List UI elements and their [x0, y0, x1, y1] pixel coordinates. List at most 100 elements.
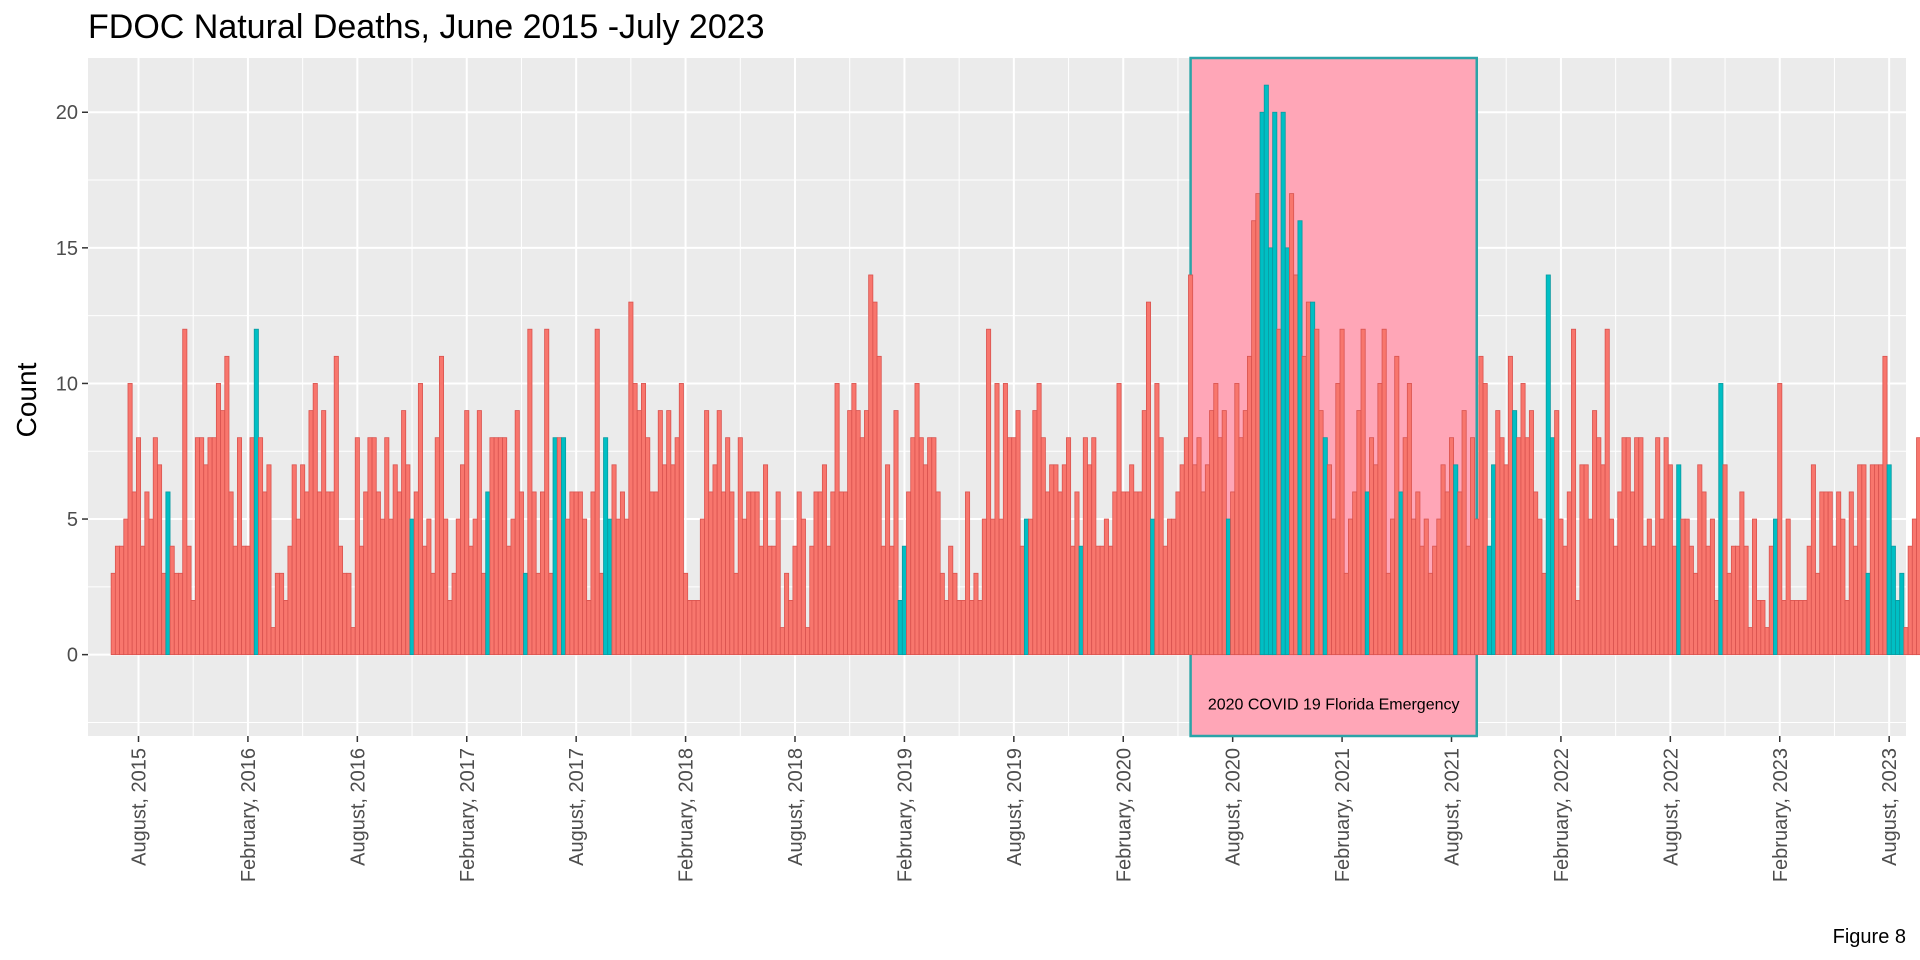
bar: [990, 518, 996, 656]
bar: [1331, 518, 1337, 656]
bar: [893, 410, 899, 656]
bar: [1356, 410, 1362, 656]
bar: [1066, 437, 1072, 656]
bar: [1470, 437, 1476, 656]
bar: [1103, 518, 1109, 656]
bar: [977, 600, 983, 656]
bar: [1154, 383, 1160, 656]
x-tick-label: August, 2015: [129, 748, 151, 866]
y-tick-label: 0: [67, 645, 78, 667]
bar: [813, 491, 819, 656]
bar: [729, 491, 735, 656]
bar: [1192, 464, 1198, 656]
bar: [1621, 437, 1627, 656]
bar: [1646, 518, 1652, 656]
bar: [973, 572, 979, 656]
bar: [1566, 491, 1572, 656]
x-tick-label: August, 2017: [566, 748, 588, 866]
bar: [1036, 383, 1042, 656]
x-tick-label: February, 2018: [676, 748, 698, 882]
bar: [1415, 491, 1421, 656]
bar: [750, 491, 756, 656]
bar: [569, 491, 575, 656]
bar: [1743, 545, 1749, 656]
bar: [1650, 545, 1657, 656]
bar: [826, 545, 832, 656]
bar: [1167, 518, 1173, 656]
bar: [1457, 491, 1463, 656]
bar: [1057, 491, 1063, 656]
bar: [859, 437, 865, 656]
bar: [266, 464, 272, 656]
bar: [1861, 464, 1867, 656]
bar-spike: [1150, 518, 1156, 656]
bar: [965, 491, 971, 656]
bar-spike: [603, 437, 609, 656]
bar: [1343, 572, 1349, 656]
bar: [1857, 464, 1863, 656]
bar: [417, 383, 423, 656]
bar: [211, 437, 217, 656]
bar: [1726, 572, 1732, 656]
bar: [346, 572, 352, 656]
bar: [577, 491, 583, 656]
bar: [1423, 518, 1429, 656]
x-tick-label: February, 2017: [457, 748, 479, 882]
bar: [443, 518, 449, 656]
bar: [1836, 491, 1842, 656]
bar: [1579, 464, 1585, 656]
bar-spike: [1895, 600, 1901, 656]
bar: [809, 545, 815, 656]
bar: [720, 491, 726, 656]
bar: [1369, 437, 1375, 656]
bar: [1360, 328, 1366, 656]
bar: [556, 437, 562, 656]
bar: [880, 545, 886, 656]
bar: [767, 545, 773, 656]
bar: [1074, 491, 1080, 656]
bar: [796, 491, 802, 656]
bar: [1785, 518, 1791, 656]
bar: [1596, 437, 1602, 656]
bar: [636, 410, 642, 656]
bar: [173, 572, 179, 656]
bar: [312, 383, 318, 656]
bar: [1735, 545, 1741, 656]
bar: [1747, 627, 1753, 656]
bar: [1436, 518, 1442, 656]
bar: [119, 545, 125, 656]
bar: [1015, 410, 1021, 656]
bar: [1709, 518, 1715, 656]
bar: [182, 328, 188, 656]
bar: [1705, 545, 1711, 656]
bar: [817, 491, 823, 656]
y-tick-label: 15: [56, 238, 78, 260]
bar: [1305, 301, 1311, 656]
bar-spike: [1263, 84, 1269, 656]
bar: [746, 491, 752, 656]
bar: [262, 491, 268, 656]
bar-spike: [1886, 464, 1892, 656]
bar: [279, 572, 285, 656]
bar: [960, 600, 966, 656]
bar: [1617, 491, 1623, 656]
bar: [1246, 355, 1253, 656]
bar: [830, 491, 836, 656]
plot-panel: 0 5 10 15 20 August, 2015 February, 2016 August…: [56, 56, 1920, 882]
bar-spike: [1364, 491, 1370, 656]
figure-caption: Figure 8: [1833, 926, 1906, 948]
bar: [1200, 491, 1206, 656]
bar: [405, 464, 411, 656]
bar: [956, 600, 962, 656]
bar: [565, 518, 571, 656]
bar: [1722, 464, 1728, 656]
bar: [1002, 383, 1008, 656]
bar: [203, 464, 209, 656]
bar: [1688, 545, 1694, 656]
bar: [1634, 437, 1640, 656]
bar-spike: [523, 572, 529, 656]
bar: [939, 572, 945, 656]
bar: [838, 491, 844, 656]
bar: [1082, 437, 1088, 656]
bar: [1255, 193, 1261, 656]
